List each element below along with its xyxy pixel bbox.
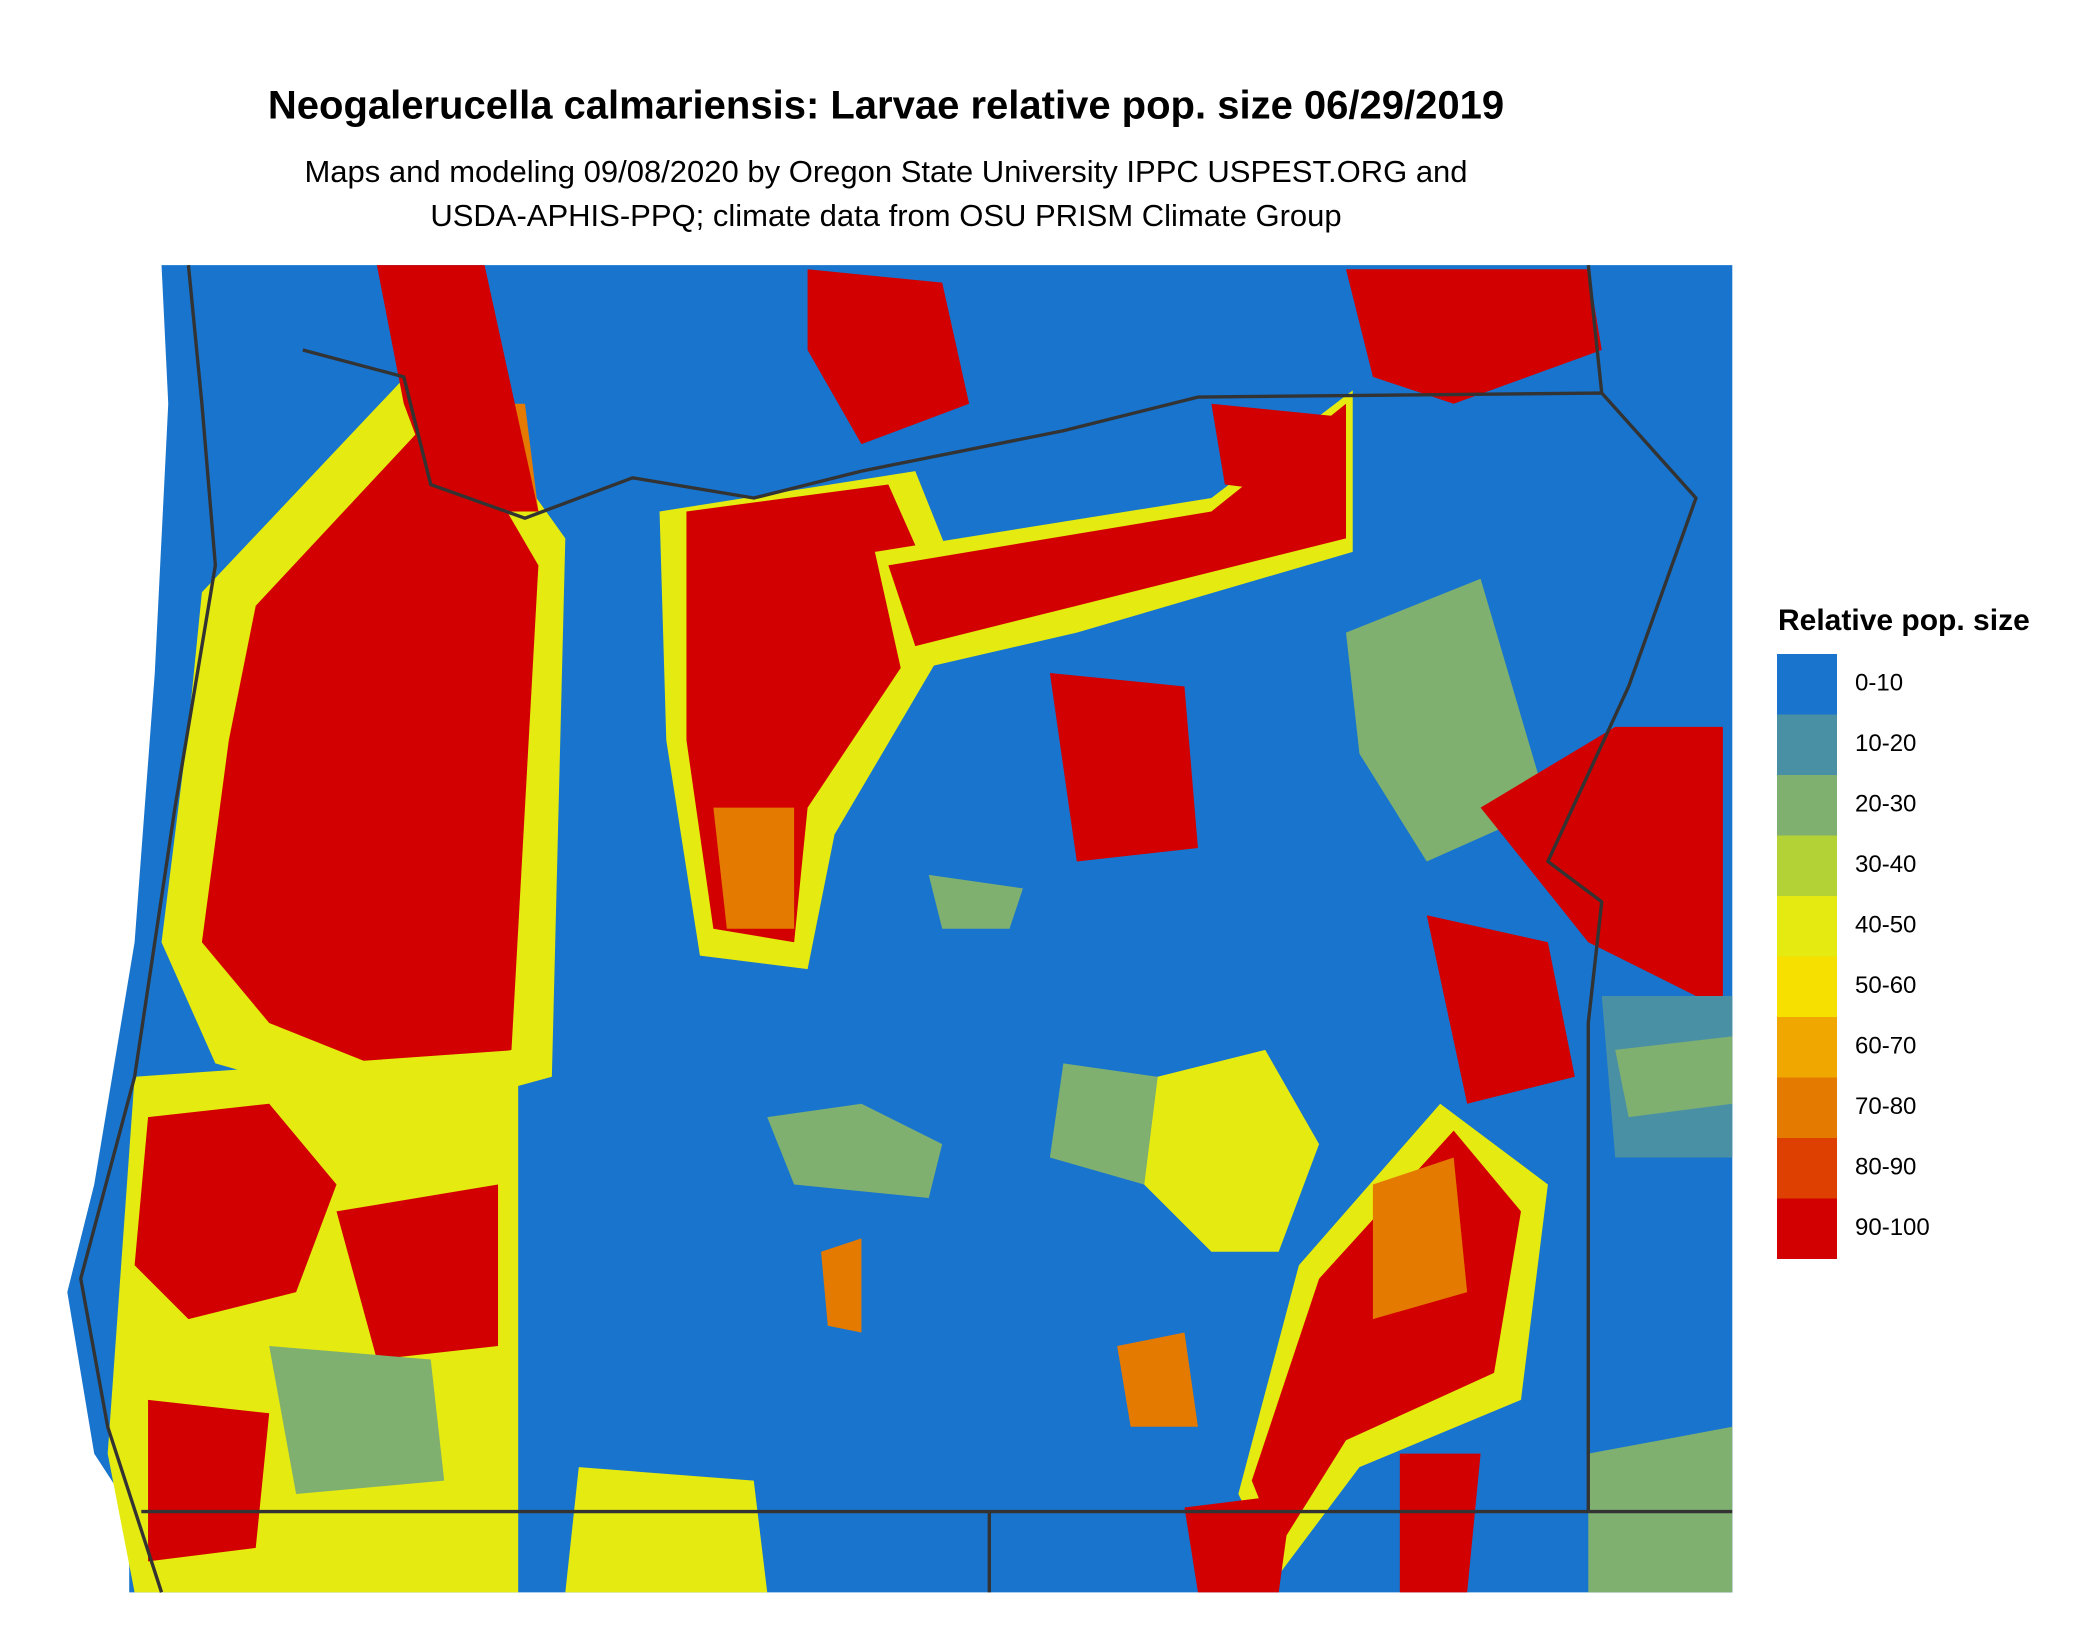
legend-label: 40-50 xyxy=(1855,912,1916,939)
legend-swatch xyxy=(1777,1138,1837,1199)
legend: 0-10 10-20 20-30 30-40 40-50 50-60 60-70 70-80 8… xyxy=(1777,654,1930,1259)
legend-label: 80-90 xyxy=(1855,1154,1916,1181)
legend-label: 0-10 xyxy=(1855,670,1903,697)
map-zones xyxy=(107,265,1733,1593)
legend-swatch xyxy=(1777,1077,1837,1138)
legend-swatch xyxy=(1777,1198,1837,1259)
legend-swatch xyxy=(1777,956,1837,1017)
legend-label: 70-80 xyxy=(1855,1093,1916,1120)
legend-label: 90-100 xyxy=(1855,1214,1930,1241)
legend-swatch xyxy=(1777,896,1837,957)
legend-label: 60-70 xyxy=(1855,1033,1916,1060)
legend-title: Relative pop. size xyxy=(1778,604,2030,637)
legend-swatch xyxy=(1777,654,1837,715)
map xyxy=(67,264,1733,1593)
state-borders xyxy=(79,264,1733,1593)
legend-swatch xyxy=(1777,835,1837,896)
legend-swatch xyxy=(1777,775,1837,836)
map-title: Neogalerucella calmariensis: Larvae rela… xyxy=(268,84,1504,128)
legend-label: 50-60 xyxy=(1855,972,1916,999)
map-subtitle: USDA-APHIS-PPQ; climate data from OSU PR… xyxy=(430,198,1341,233)
legend-swatch xyxy=(1777,714,1837,775)
legend-label: 30-40 xyxy=(1855,851,1916,878)
legend-label: 10-20 xyxy=(1855,730,1916,757)
map-subtitle: Maps and modeling 09/08/2020 by Oregon S… xyxy=(304,154,1467,189)
legend-swatch xyxy=(1777,1017,1837,1078)
legend-label: 20-30 xyxy=(1855,791,1916,818)
